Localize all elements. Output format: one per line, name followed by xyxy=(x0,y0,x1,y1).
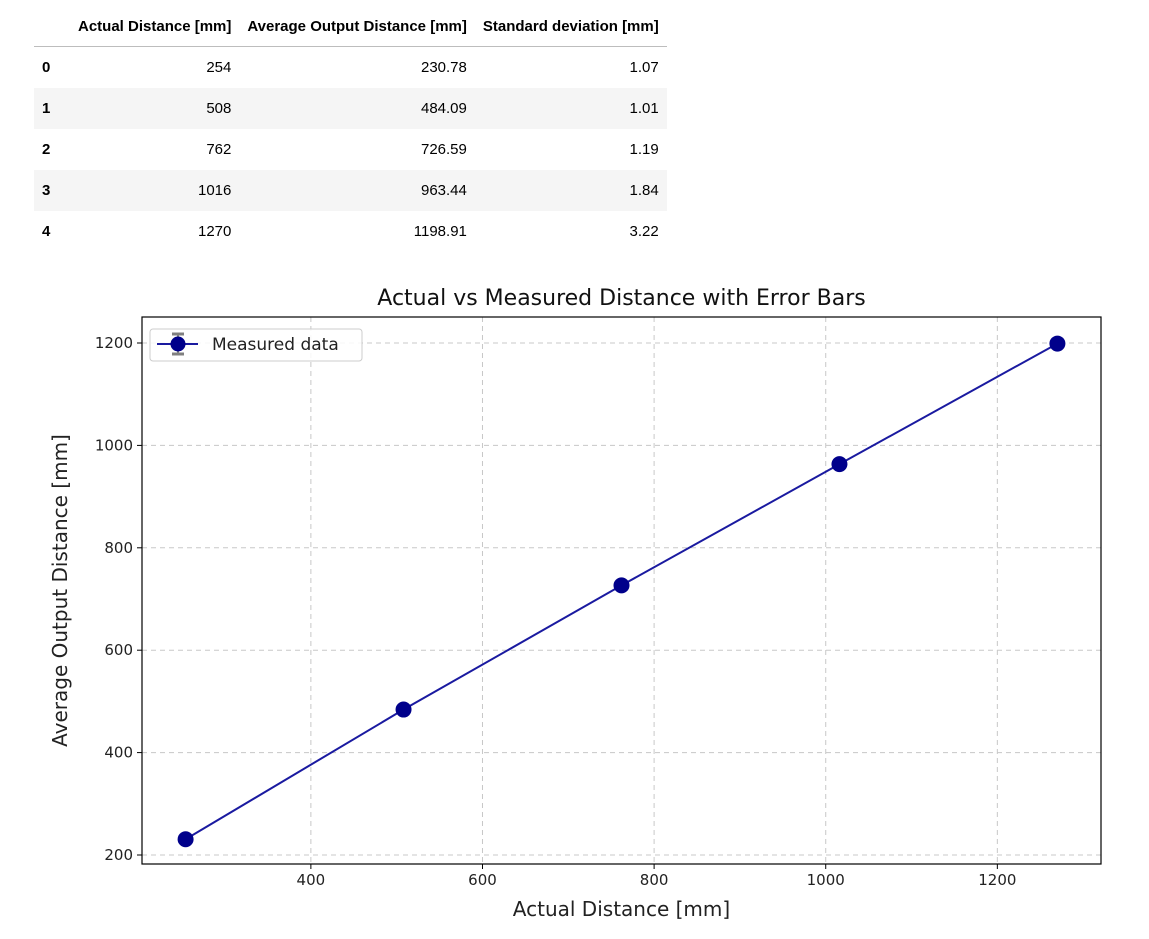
index-header xyxy=(34,6,70,47)
y-tick-label: 1000 xyxy=(95,436,133,454)
legend-label: Measured data xyxy=(212,335,339,355)
x-tick-label: 800 xyxy=(640,871,669,889)
table-cell: 1198.91 xyxy=(413,223,467,240)
table-row: 0 254 230.78 1.07 xyxy=(34,47,667,89)
data-point xyxy=(613,577,630,594)
table-cell: 1.19 xyxy=(629,141,659,158)
data-point xyxy=(1049,335,1066,352)
table-cell: 1.07 xyxy=(629,59,659,76)
y-tick-label: 400 xyxy=(104,744,133,762)
y-tick-label: 1200 xyxy=(95,334,133,352)
table-cell: 1.01 xyxy=(629,100,659,117)
table-cell: 230.78 xyxy=(420,59,467,76)
table-cell: 963.44 xyxy=(420,182,467,199)
table-cell: 484.09 xyxy=(420,100,467,117)
y-tick-label: 600 xyxy=(104,641,133,659)
table-cell: 1016 xyxy=(198,182,232,199)
data-point xyxy=(395,701,412,718)
table-header: Actual Distance [mm] Average Output Dista… xyxy=(34,6,667,47)
table-cell: 1270 xyxy=(198,223,232,240)
row-index: 1 xyxy=(42,100,51,117)
table-row: 2 762 726.59 1.19 xyxy=(34,129,667,170)
data-table: Actual Distance [mm] Average Output Dista… xyxy=(34,6,667,252)
y-axis-label: Average Output Distance [mm] xyxy=(48,434,72,747)
table-row: 3 1016 963.44 1.84 xyxy=(34,170,667,211)
x-tick-label: 1000 xyxy=(807,871,845,889)
plot-frame xyxy=(141,316,1102,865)
y-tick-label: 200 xyxy=(104,846,133,864)
column-header: Average Output Distance [mm] xyxy=(239,6,475,47)
table-cell: 254 xyxy=(206,59,232,76)
table-cell: 1.84 xyxy=(629,182,659,199)
table-row: 4 1270 1198.91 3.22 xyxy=(34,211,667,252)
table-cell: 726.59 xyxy=(420,141,467,158)
chart: 400 600 800 1000 1200 200 400 600 800 1000 1200 Act… xyxy=(48,286,1102,921)
legend-marker-icon xyxy=(170,336,186,352)
row-index: 4 xyxy=(42,223,51,240)
row-index: 0 xyxy=(42,59,51,76)
legend xyxy=(149,328,363,362)
table-cell: 508 xyxy=(206,100,232,117)
x-tick-label: 600 xyxy=(468,871,497,889)
x-tick-label: 1200 xyxy=(978,871,1016,889)
table-cell: 762 xyxy=(206,141,232,158)
data-point xyxy=(177,831,194,848)
row-index: 2 xyxy=(42,141,51,158)
column-header: Standard deviation [mm] xyxy=(474,6,667,47)
row-index: 3 xyxy=(42,182,51,199)
chart-title: Actual vs Measured Distance with Error B… xyxy=(377,286,865,311)
x-axis-label: Actual Distance [mm] xyxy=(513,897,730,921)
x-tick-label: 400 xyxy=(297,871,326,889)
table-row: 1 508 484.09 1.01 xyxy=(34,88,667,129)
column-header: Actual Distance [mm] xyxy=(70,6,240,47)
data-point xyxy=(831,456,848,473)
y-tick-label: 800 xyxy=(104,539,133,557)
table-cell: 3.22 xyxy=(629,223,659,240)
